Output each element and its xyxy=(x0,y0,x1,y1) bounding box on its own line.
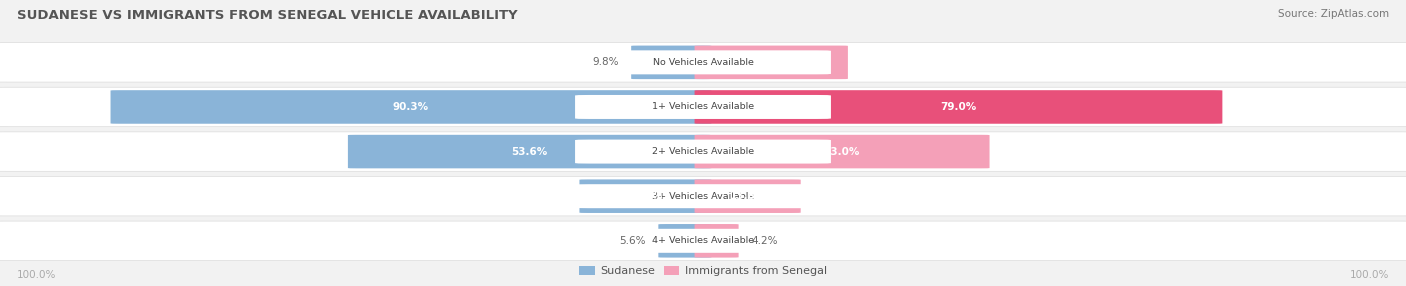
Text: 3+ Vehicles Available: 3+ Vehicles Available xyxy=(652,192,754,201)
FancyBboxPatch shape xyxy=(575,140,831,164)
FancyBboxPatch shape xyxy=(575,184,831,208)
Text: 21.1%: 21.1% xyxy=(754,57,789,67)
FancyBboxPatch shape xyxy=(695,90,1222,124)
Text: 53.6%: 53.6% xyxy=(512,147,548,156)
Text: 90.3%: 90.3% xyxy=(392,102,429,112)
FancyBboxPatch shape xyxy=(0,132,1406,171)
Legend: Sudanese, Immigrants from Senegal: Sudanese, Immigrants from Senegal xyxy=(575,261,831,281)
FancyBboxPatch shape xyxy=(695,45,848,79)
FancyBboxPatch shape xyxy=(575,95,831,119)
FancyBboxPatch shape xyxy=(575,229,831,253)
Text: Source: ZipAtlas.com: Source: ZipAtlas.com xyxy=(1278,9,1389,19)
FancyBboxPatch shape xyxy=(695,224,738,258)
FancyBboxPatch shape xyxy=(631,45,711,79)
FancyBboxPatch shape xyxy=(695,135,990,168)
Text: 43.0%: 43.0% xyxy=(824,147,860,156)
Text: 2+ Vehicles Available: 2+ Vehicles Available xyxy=(652,147,754,156)
Text: 1+ Vehicles Available: 1+ Vehicles Available xyxy=(652,102,754,112)
Text: 9.8%: 9.8% xyxy=(592,57,619,67)
FancyBboxPatch shape xyxy=(0,221,1406,261)
FancyBboxPatch shape xyxy=(347,135,711,168)
FancyBboxPatch shape xyxy=(575,50,831,74)
Text: 79.0%: 79.0% xyxy=(941,102,977,112)
FancyBboxPatch shape xyxy=(658,224,711,258)
Text: 100.0%: 100.0% xyxy=(1350,270,1389,280)
Text: No Vehicles Available: No Vehicles Available xyxy=(652,58,754,67)
Text: SUDANESE VS IMMIGRANTS FROM SENEGAL VEHICLE AVAILABILITY: SUDANESE VS IMMIGRANTS FROM SENEGAL VEHI… xyxy=(17,9,517,21)
FancyBboxPatch shape xyxy=(0,176,1406,216)
Text: 13.8%: 13.8% xyxy=(730,191,766,201)
Text: 100.0%: 100.0% xyxy=(17,270,56,280)
FancyBboxPatch shape xyxy=(0,43,1406,82)
Text: 4.2%: 4.2% xyxy=(751,236,778,246)
Text: 5.6%: 5.6% xyxy=(619,236,645,246)
FancyBboxPatch shape xyxy=(111,90,711,124)
Text: 4+ Vehicles Available: 4+ Vehicles Available xyxy=(652,236,754,245)
FancyBboxPatch shape xyxy=(579,179,711,213)
FancyBboxPatch shape xyxy=(0,87,1406,127)
FancyBboxPatch shape xyxy=(695,179,800,213)
Text: 17.8%: 17.8% xyxy=(627,191,664,201)
